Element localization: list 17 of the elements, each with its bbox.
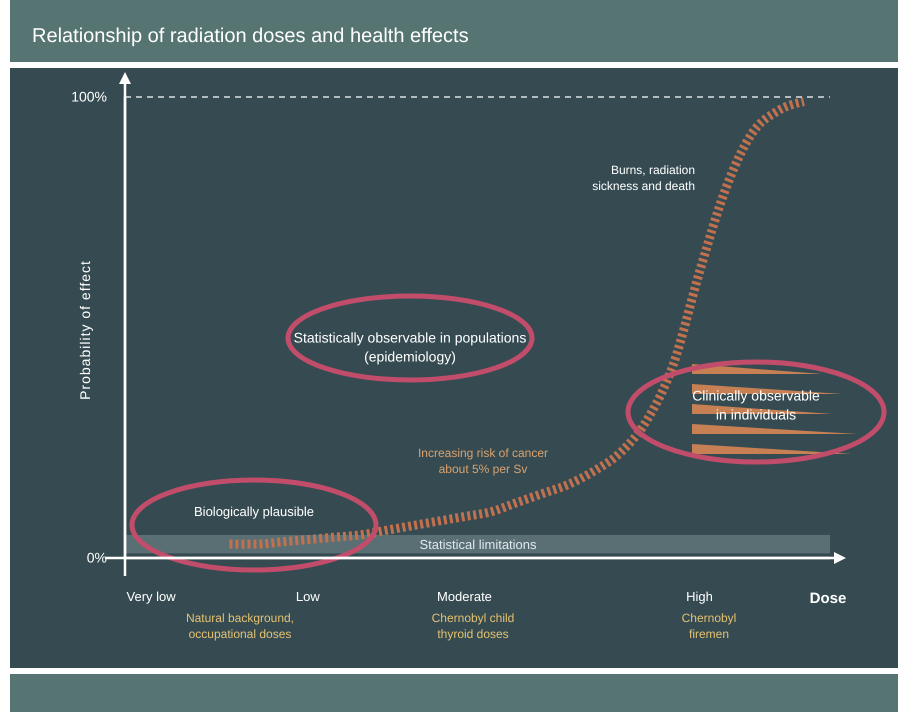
x-tick-label: High [686,589,713,604]
y-axis-title: Probability of effect [77,260,93,400]
x-axis-title: Dose [810,590,846,607]
text: Chernobyl child thyroid doses [432,610,514,642]
text: Chernobyl firemen [682,610,736,642]
y-tick-label: 100% [71,88,107,104]
y-tick-label: 0% [86,549,107,566]
annotation: Biologically plausible [194,504,314,519]
x-tick-label: Very low [126,589,176,604]
text: Natural background, occupational doses [186,610,294,642]
band-label: Statistical limitations [419,537,538,552]
annotation: Increasing risk of cancer about 5% per Sv [418,446,548,476]
annotation: Burns, radiation sickness and death [592,162,695,194]
chart-title: Relationship of radiation doses and health effects [32,25,469,47]
annotation: Statistically observable in populations (epidemiology) [294,330,526,364]
x-tick-label: Low [296,589,320,604]
x-tick-label: Moderate [436,589,492,604]
